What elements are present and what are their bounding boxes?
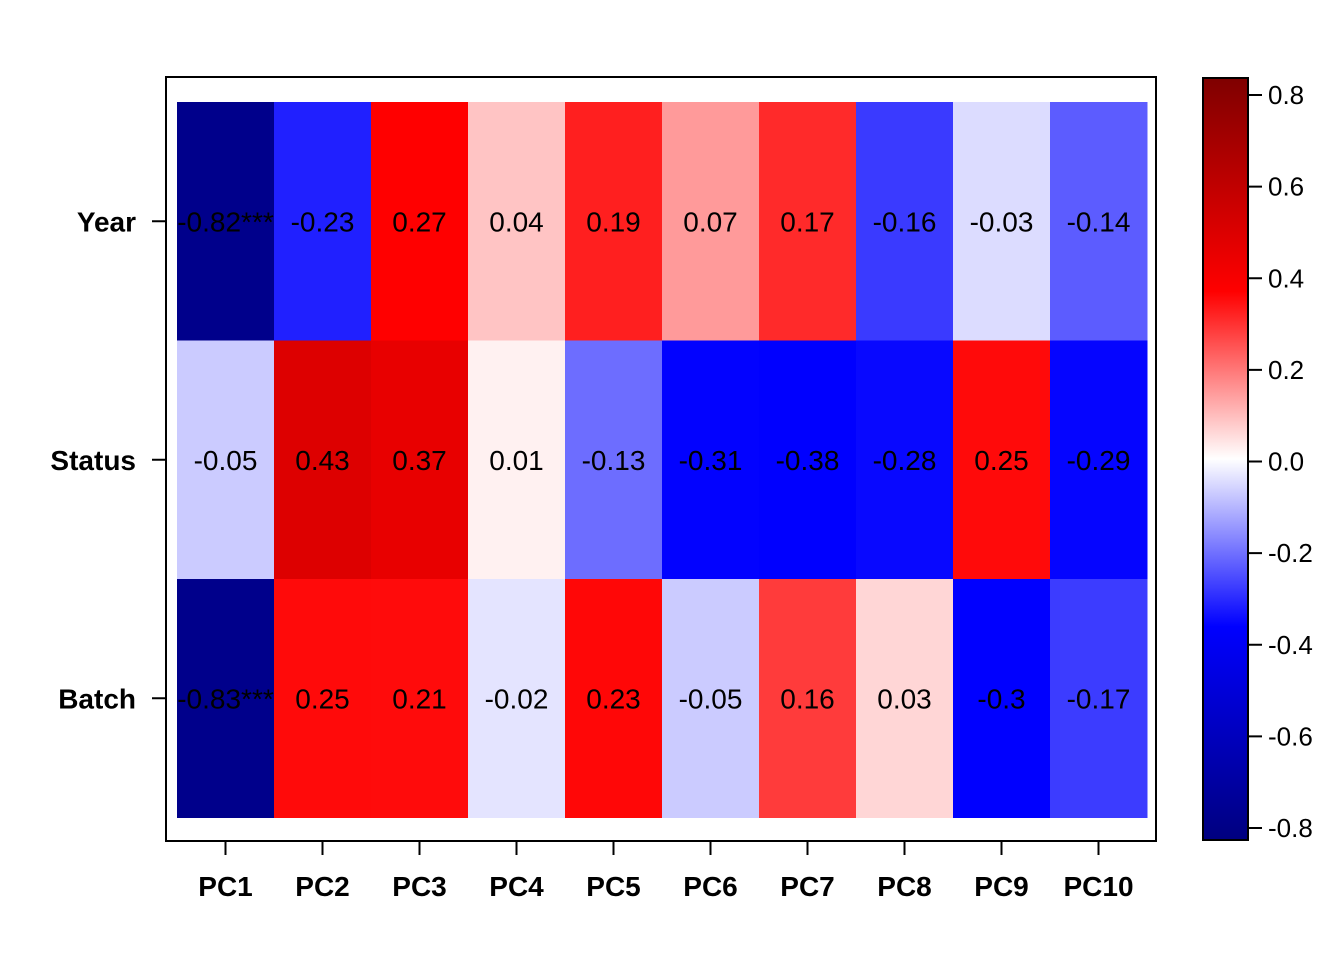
heatmap-cell-year-pc10 [1050,102,1148,341]
y-tick-label-year: Year [77,206,136,237]
cell-label-status-pc2: 0.43 [295,445,350,476]
cell-label-year-pc2: -0.23 [291,206,355,237]
cell-label-batch-pc3: 0.21 [392,683,447,714]
heatmap-cell-batch-pc4 [468,579,566,818]
cell-label-batch-pc5: 0.23 [586,683,641,714]
x-tick-label-pc2: PC2 [295,871,349,902]
colorbar-legend: 0.8 0.6 0.4 0.2 0.0 -0.2 -0.4 -0.6 -0.8 [1202,77,1313,843]
cell-label-year-pc5: 0.19 [586,206,641,237]
x-tick-label-pc9: PC9 [974,871,1028,902]
cell-label-year-pc9: -0.03 [970,206,1034,237]
heatmap-cell-year-pc1 [177,102,275,341]
cell-label-batch-pc4: -0.02 [485,683,549,714]
y-tick-label-batch: Batch [58,683,136,714]
x-tick-label-pc6: PC6 [683,871,737,902]
heatmap-cell-batch-pc7 [759,579,857,818]
cell-label-status-pc3: 0.37 [392,445,447,476]
x-tick-label-pc10: PC10 [1063,871,1133,902]
colorbar-tick-label: 0.4 [1268,263,1304,293]
cell-label-year-pc4: 0.04 [489,206,544,237]
cell-label-status-pc7: -0.38 [776,445,840,476]
heatmap-cell-year-pc2 [274,102,372,341]
cell-label-status-pc1: -0.05 [194,445,258,476]
heatmap-cell-year-pc9 [953,102,1051,341]
cell-label-batch-pc2: 0.25 [295,683,350,714]
cell-label-status-pc4: 0.01 [489,445,544,476]
heatmap-cell-year-pc5 [565,102,663,341]
heatmap-cell-batch-pc2 [274,579,372,818]
heatmap-cell-batch-pc3 [371,579,469,818]
colorbar-tick-label: 0.6 [1268,172,1304,202]
colorbar-tick-label: -0.8 [1268,813,1313,843]
heatmap-cell-batch-pc1 [177,579,275,818]
x-tick-label-pc1: PC1 [198,871,252,902]
heatmap-cell-year-pc6 [662,102,760,341]
cell-label-batch-pc6: -0.05 [679,683,743,714]
cell-label-year-pc10: -0.14 [1067,206,1131,237]
heatmap-cell-year-pc7 [759,102,857,341]
heatmap-cell-status-pc7 [759,340,857,580]
x-tick-label-pc5: PC5 [586,871,640,902]
heatmap-cell-batch-pc6 [662,579,760,818]
heatmap-cell-batch-pc8 [856,579,954,818]
cell-label-status-pc10: -0.29 [1067,445,1131,476]
y-axis: Year Status Batch [50,206,166,714]
heatmap-cell-status-pc9 [953,340,1051,580]
heatmap-cell-status-pc10 [1050,340,1148,580]
heatmap-cell-status-pc1 [177,340,275,580]
cell-label-year-pc3: 0.27 [392,206,447,237]
cell-label-year-pc7: 0.17 [780,206,835,237]
cell-label-status-pc5: -0.13 [582,445,646,476]
cell-label-status-pc9: 0.25 [974,445,1029,476]
cell-label-year-pc1: -0.82*** [177,206,274,237]
colorbar-tick-label: 0.2 [1268,355,1304,385]
x-tick-label-pc8: PC8 [877,871,931,902]
x-axis: PC1 PC2 PC3 PC4 PC5 PC6 PC7 PC8 PC9 PC10 [198,841,1134,902]
cell-label-status-pc6: -0.31 [679,445,743,476]
cell-value-labels: -0.82*** -0.23 0.27 0.04 0.19 0.07 0.17 -0.16 -0… [177,206,1130,714]
colorbar-tick-label: -0.6 [1268,721,1313,751]
colorbar-gradient [1202,77,1249,841]
cell-label-status-pc8: -0.28 [873,445,937,476]
heatmap-cell-status-pc4 [468,340,566,580]
cell-label-year-pc6: 0.07 [683,206,738,237]
y-tick-label-status: Status [50,445,136,476]
heatmap-cells [177,102,1148,818]
heatmap-cell-status-pc2 [274,340,372,580]
heatmap-cell-status-pc5 [565,340,663,580]
cell-label-batch-pc10: -0.17 [1067,683,1131,714]
cell-label-batch-pc1: -0.83*** [177,683,274,714]
heatmap-cell-year-pc8 [856,102,954,341]
heatmap-cell-status-pc8 [856,340,954,580]
cell-label-batch-pc7: 0.16 [780,683,835,714]
colorbar-tick-label: 0.8 [1268,80,1304,110]
cell-label-batch-pc8: 0.03 [877,683,932,714]
x-tick-label-pc7: PC7 [780,871,834,902]
cell-label-batch-pc9: -0.3 [977,683,1025,714]
colorbar-tick-label: -0.2 [1268,538,1313,568]
heatmap-cell-year-pc4 [468,102,566,341]
heatmap-cell-status-pc6 [662,340,760,580]
heatmap-cell-batch-pc5 [565,579,663,818]
heatmap-cell-status-pc3 [371,340,469,580]
colorbar-tick-label: -0.4 [1268,630,1313,660]
colorbar-tick-label: 0.0 [1268,447,1304,477]
x-tick-label-pc3: PC3 [392,871,446,902]
heatmap-cell-year-pc3 [371,102,469,341]
heatmap-cell-batch-pc9 [953,579,1051,818]
heatmap-cell-batch-pc10 [1050,579,1148,818]
x-tick-label-pc4: PC4 [489,871,544,902]
cell-label-year-pc8: -0.16 [873,206,937,237]
